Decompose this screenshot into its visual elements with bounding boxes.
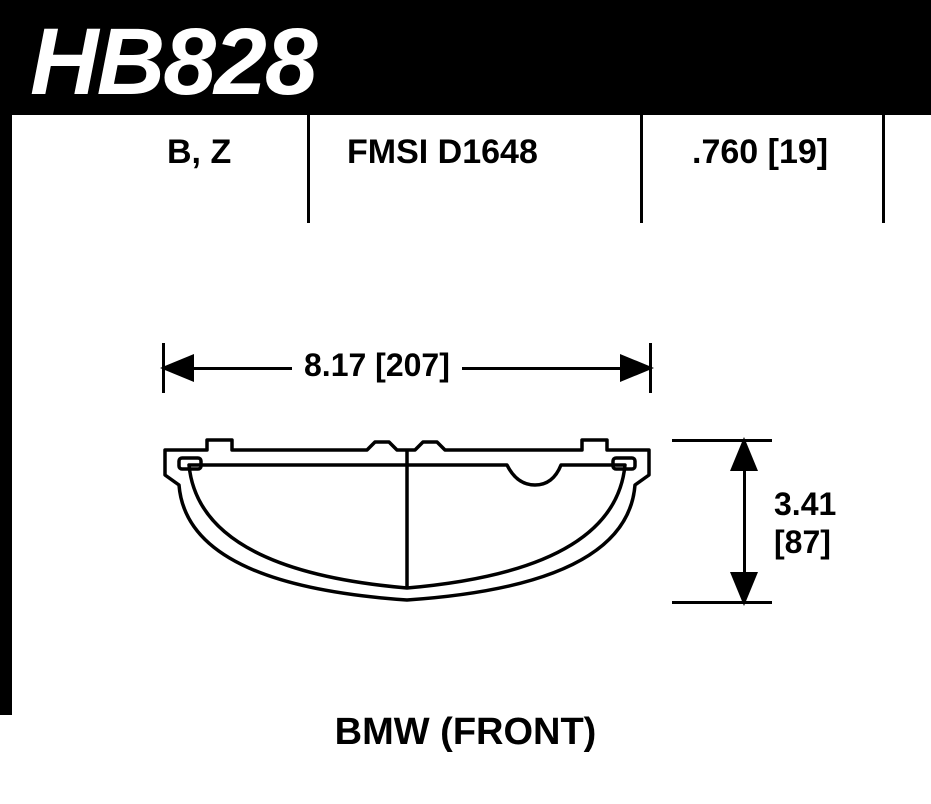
brake-pad-icon (157, 430, 657, 615)
height-dimension-arrow (743, 439, 746, 604)
application-label: BMW (FRONT) (0, 711, 931, 754)
fmsi-label: FMSI D1648 (347, 133, 538, 172)
content-area: B, Z FMSI D1648 .760 [19] 8.17 [207] 3.4… (0, 115, 931, 715)
divider (882, 115, 885, 223)
header-band: HB828 (0, 0, 931, 115)
height-value-in: 3.41 (774, 485, 836, 523)
compounds-label: B, Z (167, 133, 231, 172)
divider (640, 115, 643, 223)
part-number: HB828 (30, 8, 931, 117)
thickness-label: .760 [19] (692, 133, 828, 172)
height-dimension-label: 3.41 [87] (774, 485, 836, 562)
height-value-mm: [87] (774, 523, 836, 561)
diagram-area: 8.17 [207] 3.41 [87] (12, 235, 931, 715)
width-dimension-label: 8.17 [207] (292, 347, 462, 384)
divider (307, 115, 310, 223)
info-row: B, Z FMSI D1648 .760 [19] (12, 115, 931, 235)
